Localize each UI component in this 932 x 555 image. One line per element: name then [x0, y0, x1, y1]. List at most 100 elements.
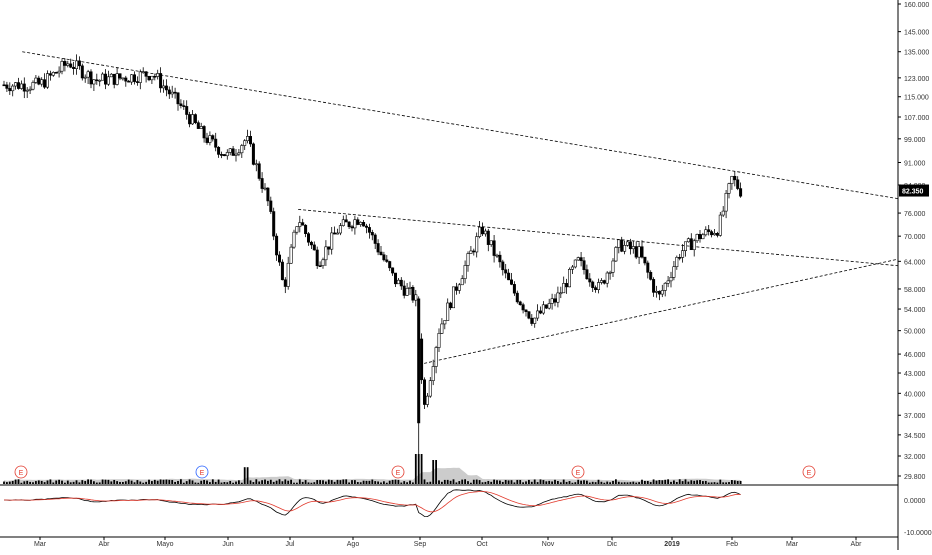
candle-down[interactable] — [402, 285, 406, 296]
candle-down[interactable] — [579, 257, 583, 262]
candle-down[interactable] — [318, 265, 322, 267]
candle-up[interactable] — [489, 240, 493, 245]
candle-up[interactable] — [440, 323, 444, 334]
candle-down[interactable] — [373, 234, 377, 244]
candle-up[interactable] — [34, 77, 38, 83]
candle-down[interactable] — [188, 114, 192, 125]
candle-up[interactable] — [75, 60, 79, 69]
candle-down[interactable] — [449, 302, 453, 309]
candle-down[interactable] — [89, 71, 93, 85]
candle-down[interactable] — [48, 73, 52, 76]
candle-up[interactable] — [51, 72, 55, 76]
candle-down[interactable] — [628, 241, 632, 250]
candle-up[interactable] — [623, 245, 627, 252]
candle-up[interactable] — [533, 317, 537, 324]
candle-down[interactable] — [124, 77, 128, 82]
candle-down[interactable] — [602, 280, 606, 284]
candle-down[interactable] — [585, 269, 589, 280]
candle-down[interactable] — [118, 73, 122, 79]
candle-down[interactable] — [220, 154, 224, 156]
candle-up[interactable] — [721, 210, 725, 216]
candle-down[interactable] — [376, 243, 380, 253]
candle-down[interactable] — [399, 279, 403, 287]
candle-up[interactable] — [686, 238, 690, 243]
candle-down[interactable] — [582, 260, 586, 270]
candle-down[interactable] — [657, 290, 661, 295]
candle-up[interactable] — [208, 135, 212, 143]
candle-down[interactable] — [364, 225, 368, 228]
candle-down[interactable] — [492, 240, 496, 256]
candle-up[interactable] — [463, 265, 467, 279]
candle-down[interactable] — [736, 179, 740, 189]
candle-up[interactable] — [225, 152, 229, 157]
candle-down[interactable] — [54, 72, 58, 74]
candle-down[interactable] — [312, 244, 316, 251]
candle-down[interactable] — [538, 310, 542, 314]
candle-down[interactable] — [507, 272, 511, 281]
candle-up[interactable] — [408, 286, 412, 289]
candle-down[interactable] — [327, 246, 331, 250]
candle-up[interactable] — [109, 73, 113, 78]
candle-up[interactable] — [701, 234, 705, 240]
candle-down[interactable] — [43, 79, 47, 88]
candle-down[interactable] — [591, 281, 595, 288]
candle-down[interactable] — [77, 60, 81, 67]
candle-down[interactable] — [164, 85, 168, 91]
candle-down[interactable] — [698, 233, 702, 240]
candle-down[interactable] — [104, 73, 108, 85]
candle-down[interactable] — [646, 262, 650, 273]
candle-up[interactable] — [712, 233, 716, 236]
earnings-marker-icon[interactable] — [391, 465, 405, 479]
earnings-marker-icon[interactable] — [195, 465, 209, 479]
earnings-marker-icon[interactable] — [571, 465, 585, 479]
candle-down[interactable] — [309, 241, 313, 246]
candle-up[interactable] — [625, 241, 629, 246]
candle-down[interactable] — [524, 309, 528, 312]
earnings-marker-icon[interactable] — [802, 465, 816, 479]
candle-down[interactable] — [72, 66, 76, 69]
candle-up[interactable] — [246, 136, 250, 142]
candle-up[interactable] — [237, 152, 241, 155]
candle-up[interactable] — [704, 229, 708, 236]
candle-down[interactable] — [480, 226, 484, 235]
candle-down[interactable] — [385, 259, 389, 262]
candle-down[interactable] — [275, 235, 279, 256]
candle-down[interactable] — [640, 246, 644, 258]
candle-up[interactable] — [431, 366, 435, 381]
candle-down[interactable] — [733, 175, 737, 181]
candle-down[interactable] — [356, 219, 360, 225]
candle-down[interactable] — [69, 63, 73, 68]
candle-up[interactable] — [40, 79, 44, 85]
candle-up[interactable] — [466, 253, 470, 266]
candle-down[interactable] — [347, 221, 351, 227]
candle-up[interactable] — [138, 71, 142, 83]
candle-up[interactable] — [681, 250, 685, 258]
candle-up[interactable] — [141, 71, 145, 74]
candle-down[interactable] — [185, 106, 189, 115]
candle-up[interactable] — [599, 280, 603, 283]
candle-up[interactable] — [469, 250, 473, 254]
candle-down[interactable] — [8, 88, 12, 92]
candle-up[interactable] — [335, 232, 339, 235]
candle-up[interactable] — [115, 73, 119, 85]
candle-down[interactable] — [222, 154, 226, 157]
candle-up[interactable] — [654, 290, 658, 293]
candle-down[interactable] — [214, 138, 218, 148]
candle-up[interactable] — [228, 148, 232, 153]
candle-up[interactable] — [130, 74, 134, 83]
candle-down[interactable] — [333, 232, 337, 235]
candle-down[interactable] — [283, 279, 287, 287]
candle-down[interactable] — [211, 135, 215, 140]
candle-up[interactable] — [446, 302, 450, 321]
candle-up[interactable] — [541, 304, 545, 314]
candle-down[interactable] — [472, 250, 476, 253]
candle-down[interactable] — [2, 84, 6, 87]
candle-down[interactable] — [266, 187, 270, 202]
candle-up[interactable] — [475, 236, 479, 253]
candle-up[interactable] — [86, 71, 90, 78]
candle-down[interactable] — [182, 105, 186, 107]
candle-up[interactable] — [483, 230, 487, 235]
candle-down[interactable] — [5, 84, 9, 89]
